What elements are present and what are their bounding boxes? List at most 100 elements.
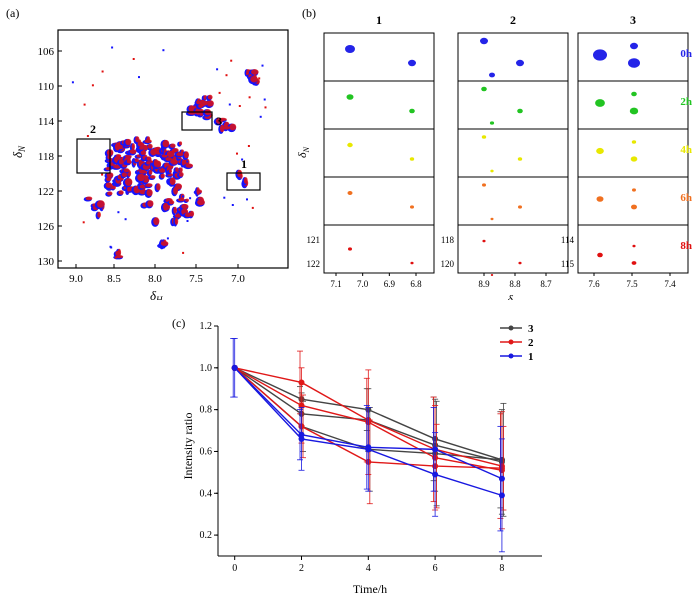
b-peak <box>597 252 603 258</box>
peak-b <box>135 136 140 143</box>
c-ytick-label: 1.2 <box>200 321 213 332</box>
b-peak <box>518 261 522 265</box>
peak-dot <box>230 59 233 62</box>
peak-b <box>147 143 153 149</box>
peak-b <box>166 150 175 158</box>
a-xtick-label: 7.5 <box>189 273 203 285</box>
peak-dot <box>186 220 189 222</box>
b-peak <box>489 121 495 125</box>
peak-dot <box>228 103 231 106</box>
panel-a-x-ticks: 9.0 8.5 8.0 7.5 7.0 <box>69 264 245 285</box>
peak-dot <box>241 158 244 161</box>
panel-c-ylabel: Intensity ratio <box>181 413 195 480</box>
peak-b <box>114 142 121 151</box>
peak-b <box>178 141 183 146</box>
peak-b <box>223 126 230 130</box>
c-data-point <box>298 435 305 442</box>
c-data-point <box>231 364 238 371</box>
panel-a-peaks <box>71 46 267 260</box>
b-xtick-label: 8.7 <box>540 279 552 289</box>
peak-dot <box>238 105 241 107</box>
peak-b <box>185 163 193 168</box>
b-peak <box>346 94 354 100</box>
peak-dot <box>263 98 266 101</box>
box-3 <box>181 111 213 131</box>
c-legend-marker <box>508 339 514 345</box>
b-xlabel: δH <box>507 292 520 300</box>
peak-dot <box>189 197 192 200</box>
b-peak <box>517 157 523 161</box>
peak-b <box>147 200 154 207</box>
panel-b-strip-grid <box>323 32 689 276</box>
b-peak <box>596 147 604 155</box>
b-peak <box>490 274 494 276</box>
a-ytick-label: 118 <box>38 151 55 163</box>
c-xtick-label: 4 <box>366 563 371 574</box>
peak-dot <box>114 256 117 259</box>
b-peak <box>348 247 352 251</box>
peak-dot <box>236 152 238 155</box>
b-peak <box>489 72 495 78</box>
b-ytick-label: 118 <box>441 235 455 245</box>
peak-dot <box>258 77 261 80</box>
b-peak <box>490 169 494 173</box>
b-strip-cell <box>323 176 435 226</box>
c-ytick-label: 0.6 <box>200 446 213 457</box>
peak-b <box>251 69 259 75</box>
panel-c-xlabel: Time/h <box>353 582 387 596</box>
peak-dot <box>132 58 135 60</box>
peak-b <box>144 139 152 143</box>
peak-b <box>173 206 177 214</box>
peak-b <box>139 184 146 189</box>
b-peak <box>632 244 636 248</box>
peak-dot <box>117 211 120 214</box>
b-peak <box>630 42 638 50</box>
b-strip-cell <box>457 176 569 226</box>
peak-b <box>134 158 139 163</box>
peak-b <box>106 172 114 178</box>
peak-b <box>178 198 185 202</box>
a-ytick-label: 114 <box>38 116 55 128</box>
b-strip-cell <box>457 80 569 130</box>
peak-b <box>195 107 202 115</box>
a-ytick-label: 122 <box>38 186 55 198</box>
peak-dot <box>247 145 250 147</box>
peak-b <box>198 104 204 108</box>
a-xtick-label: 7.0 <box>231 273 245 285</box>
b-row-label: 2h <box>680 96 692 108</box>
b-strip-cell <box>323 128 435 178</box>
b-peak <box>490 217 494 221</box>
b-row-label: 8h <box>680 240 692 252</box>
panel-b-labels: 1 2 3 0h 2h 4h 6h 8h 7.1 7.0 6.9 6.8 8.9 8.8 8.7 7.6 7.5… <box>295 13 692 300</box>
peak-b <box>184 151 189 159</box>
peak-b <box>169 177 176 185</box>
b-ylabel: δN <box>295 146 311 158</box>
peak-b <box>181 159 187 166</box>
peak-b <box>175 167 179 173</box>
b-peak <box>481 86 487 92</box>
peak-b <box>206 100 214 107</box>
peak-b <box>125 138 132 146</box>
peak-b <box>185 198 190 202</box>
b-strip-cell <box>577 128 689 178</box>
b-strip-cell <box>323 80 435 130</box>
c-data-point <box>365 446 372 453</box>
peak-dot <box>110 246 113 249</box>
peak-b <box>159 168 166 173</box>
a-ytick-label: 106 <box>38 46 55 58</box>
peak-b <box>115 255 124 259</box>
peak-dot <box>216 68 219 71</box>
b-peak <box>410 205 414 209</box>
b-xtick-label: 7.6 <box>588 279 600 289</box>
panel-a-label: (a) <box>6 6 20 20</box>
peak-b <box>123 168 130 173</box>
box-label-1: 1 <box>241 157 247 171</box>
box-2 <box>76 138 111 174</box>
b-peak <box>518 205 522 209</box>
b-peak <box>347 191 353 195</box>
peak-dot <box>124 218 127 221</box>
panel-c-legend: 3 2 1 <box>500 323 534 363</box>
panel-c-axes: 0.2 0.4 0.6 0.8 1.0 1.2 0 2 4 6 8 <box>200 321 542 574</box>
b-strip-cell <box>577 224 689 274</box>
peak-b <box>188 105 196 112</box>
